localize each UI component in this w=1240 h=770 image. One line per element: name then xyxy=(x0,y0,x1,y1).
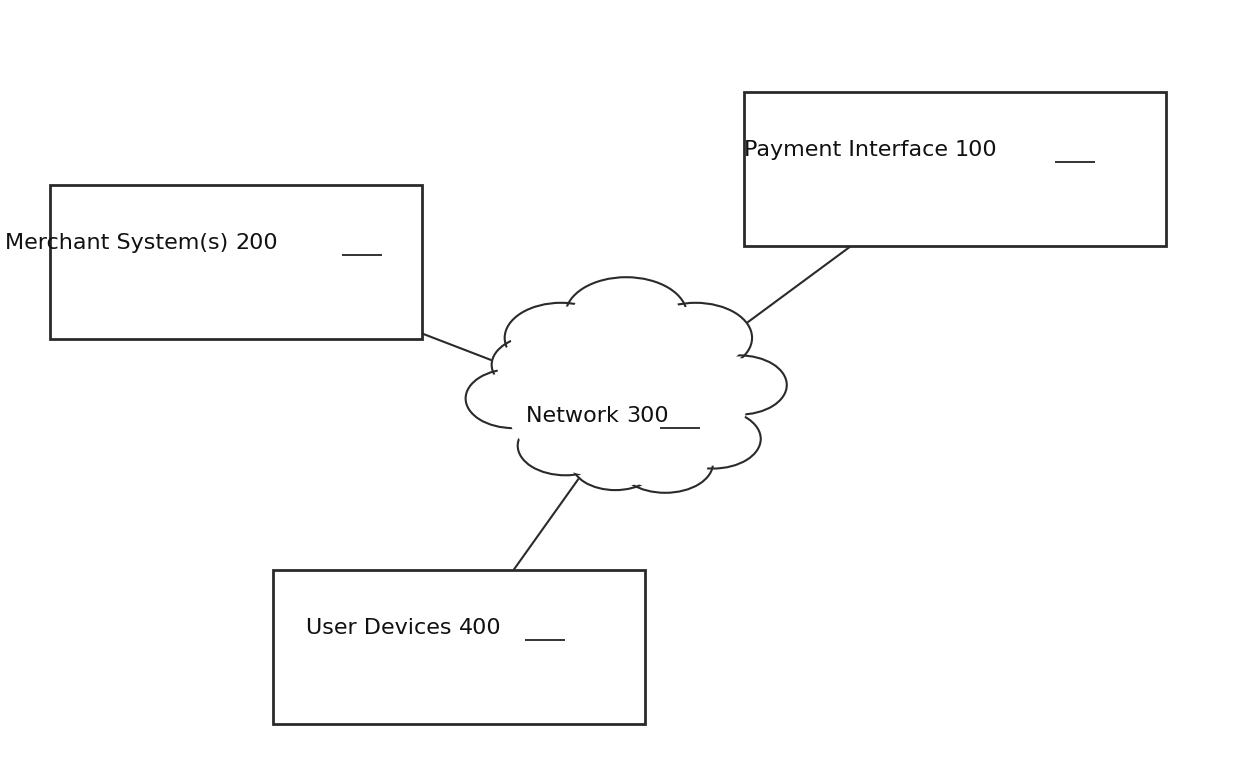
Text: 200: 200 xyxy=(236,233,278,253)
Circle shape xyxy=(565,277,687,353)
FancyBboxPatch shape xyxy=(273,570,645,724)
Circle shape xyxy=(646,307,745,369)
Text: User Devices: User Devices xyxy=(306,618,459,638)
Text: 400: 400 xyxy=(459,618,501,638)
Circle shape xyxy=(665,410,761,468)
Circle shape xyxy=(624,437,707,489)
Circle shape xyxy=(573,282,680,348)
Text: 100: 100 xyxy=(955,140,997,160)
Circle shape xyxy=(466,369,560,428)
Text: Merchant System(s): Merchant System(s) xyxy=(5,233,236,253)
Circle shape xyxy=(577,440,653,487)
Circle shape xyxy=(518,416,614,475)
FancyBboxPatch shape xyxy=(50,185,422,339)
Circle shape xyxy=(505,303,618,373)
Circle shape xyxy=(618,434,713,493)
Circle shape xyxy=(671,413,755,465)
Circle shape xyxy=(572,436,658,490)
FancyBboxPatch shape xyxy=(744,92,1166,246)
Circle shape xyxy=(491,335,588,394)
Circle shape xyxy=(523,420,608,472)
Circle shape xyxy=(507,331,745,479)
Text: 300: 300 xyxy=(626,406,668,426)
Circle shape xyxy=(511,307,611,369)
Circle shape xyxy=(471,373,556,424)
Text: Network: Network xyxy=(526,406,626,426)
Circle shape xyxy=(640,303,751,373)
Text: Payment Interface: Payment Interface xyxy=(744,140,955,160)
Circle shape xyxy=(697,359,781,411)
Circle shape xyxy=(497,339,582,391)
Circle shape xyxy=(692,356,786,414)
